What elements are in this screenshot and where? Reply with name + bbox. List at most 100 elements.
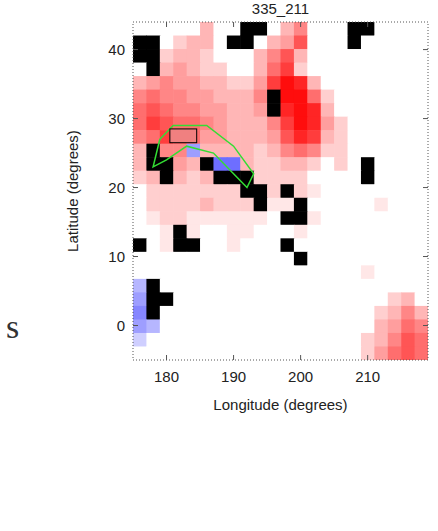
cell [200, 265, 214, 279]
cell [307, 319, 321, 333]
cell [281, 225, 295, 239]
cell [388, 292, 402, 306]
cell [200, 90, 214, 104]
cell [415, 238, 428, 252]
cell [187, 252, 201, 266]
cell [401, 103, 415, 117]
cell [267, 157, 281, 171]
cell [294, 211, 308, 225]
cell [173, 292, 187, 306]
cell [388, 103, 402, 117]
cell [227, 292, 241, 306]
cell [200, 333, 214, 347]
cell [388, 49, 402, 63]
cell [133, 333, 147, 347]
cell [160, 171, 174, 185]
cell [281, 184, 295, 198]
cell [415, 49, 428, 63]
cell [254, 333, 268, 347]
cell [240, 103, 254, 117]
cell [160, 265, 174, 279]
cell [160, 63, 174, 77]
cell [401, 333, 415, 347]
cell [388, 63, 402, 77]
cell [334, 292, 348, 306]
cell [415, 130, 428, 144]
cell [267, 306, 281, 320]
cell [401, 238, 415, 252]
cell [267, 319, 281, 333]
cell [361, 184, 375, 198]
cell [240, 252, 254, 266]
cell [187, 171, 201, 185]
cell [254, 171, 268, 185]
cell [187, 184, 201, 198]
cell [415, 117, 428, 131]
cell [401, 130, 415, 144]
title: 335_211 [252, 0, 309, 17]
y-axis-title: Latitude (degrees) [64, 130, 81, 252]
y-tick [423, 49, 428, 50]
cell [294, 171, 308, 185]
cell [307, 306, 321, 320]
cell [267, 76, 281, 90]
cell [321, 76, 335, 90]
cell [133, 157, 147, 171]
cell [281, 333, 295, 347]
cell [254, 103, 268, 117]
cell [133, 117, 147, 131]
cell [334, 346, 348, 360]
cell [361, 292, 375, 306]
cell [281, 279, 295, 293]
cell [267, 36, 281, 50]
cell [200, 211, 214, 225]
cell [281, 319, 295, 333]
cell [213, 279, 227, 293]
cell [388, 225, 402, 239]
cell [227, 117, 241, 131]
cell [361, 22, 375, 36]
cell [227, 36, 241, 50]
cell [160, 319, 174, 333]
cell [401, 279, 415, 293]
cell [334, 117, 348, 131]
x-tick [166, 355, 167, 360]
cell [281, 103, 295, 117]
cell [401, 198, 415, 212]
cell [388, 36, 402, 50]
cell [146, 333, 160, 347]
cell [401, 117, 415, 131]
cell [361, 265, 375, 279]
cell [187, 76, 201, 90]
cell [227, 171, 241, 185]
cell [187, 22, 201, 36]
cell [281, 252, 295, 266]
cell [361, 279, 375, 293]
cell [401, 225, 415, 239]
cell [374, 76, 388, 90]
cell [146, 252, 160, 266]
cell [348, 306, 362, 320]
cell [415, 211, 428, 225]
cell [146, 198, 160, 212]
cell [388, 76, 402, 90]
cell [281, 157, 295, 171]
cell [361, 225, 375, 239]
cell [160, 346, 174, 360]
cell [133, 292, 147, 306]
cell [267, 346, 281, 360]
cell [281, 346, 295, 360]
cell [374, 157, 388, 171]
cell [334, 171, 348, 185]
cell [321, 130, 335, 144]
cell [146, 22, 160, 36]
cell [334, 252, 348, 266]
cell [187, 36, 201, 50]
cell [267, 292, 281, 306]
cell [173, 184, 187, 198]
cell [348, 319, 362, 333]
cell [307, 211, 321, 225]
cell [227, 211, 241, 225]
cell [200, 225, 214, 239]
cell [388, 198, 402, 212]
